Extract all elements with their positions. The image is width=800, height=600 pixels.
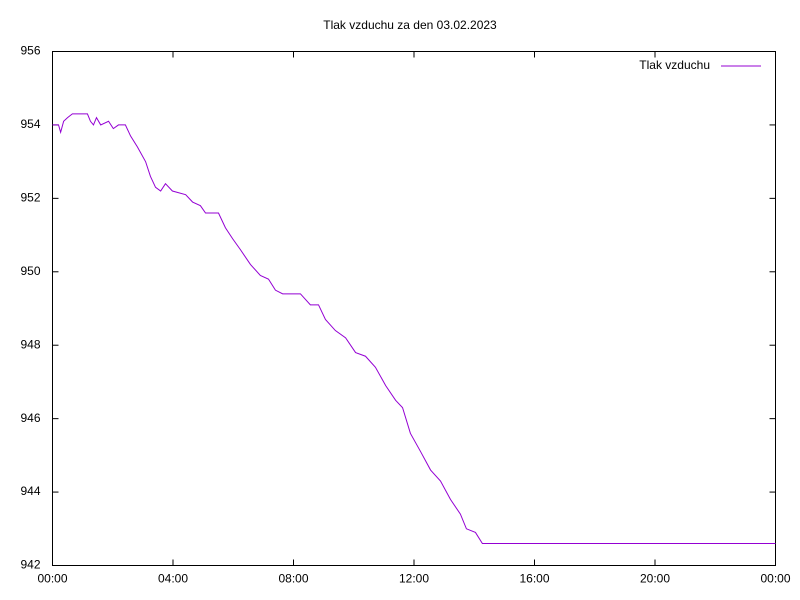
x-tick-label: 00:00 <box>760 572 790 586</box>
y-tick-label: 948 <box>20 337 40 351</box>
x-tick-label: 20:00 <box>640 572 670 586</box>
x-tick-label: 12:00 <box>399 572 429 586</box>
y-tick-label: 956 <box>20 44 40 58</box>
y-tick-label: 946 <box>20 411 40 425</box>
legend-label: Tlak vzduchu <box>639 58 710 72</box>
x-tick-label: 04:00 <box>158 572 188 586</box>
y-tick-label: 954 <box>20 117 40 131</box>
x-tick-label: 08:00 <box>278 572 308 586</box>
x-tick-label: 16:00 <box>519 572 549 586</box>
y-tick-label: 952 <box>20 191 40 205</box>
y-tick-label: 942 <box>20 558 40 572</box>
y-tick-label: 944 <box>20 484 40 498</box>
x-tick-label: 00:00 <box>37 572 67 586</box>
y-tick-label: 950 <box>20 264 40 278</box>
data-line <box>52 113 776 544</box>
chart-title: Tlak vzduchu za den 03.02.2023 <box>323 18 497 32</box>
